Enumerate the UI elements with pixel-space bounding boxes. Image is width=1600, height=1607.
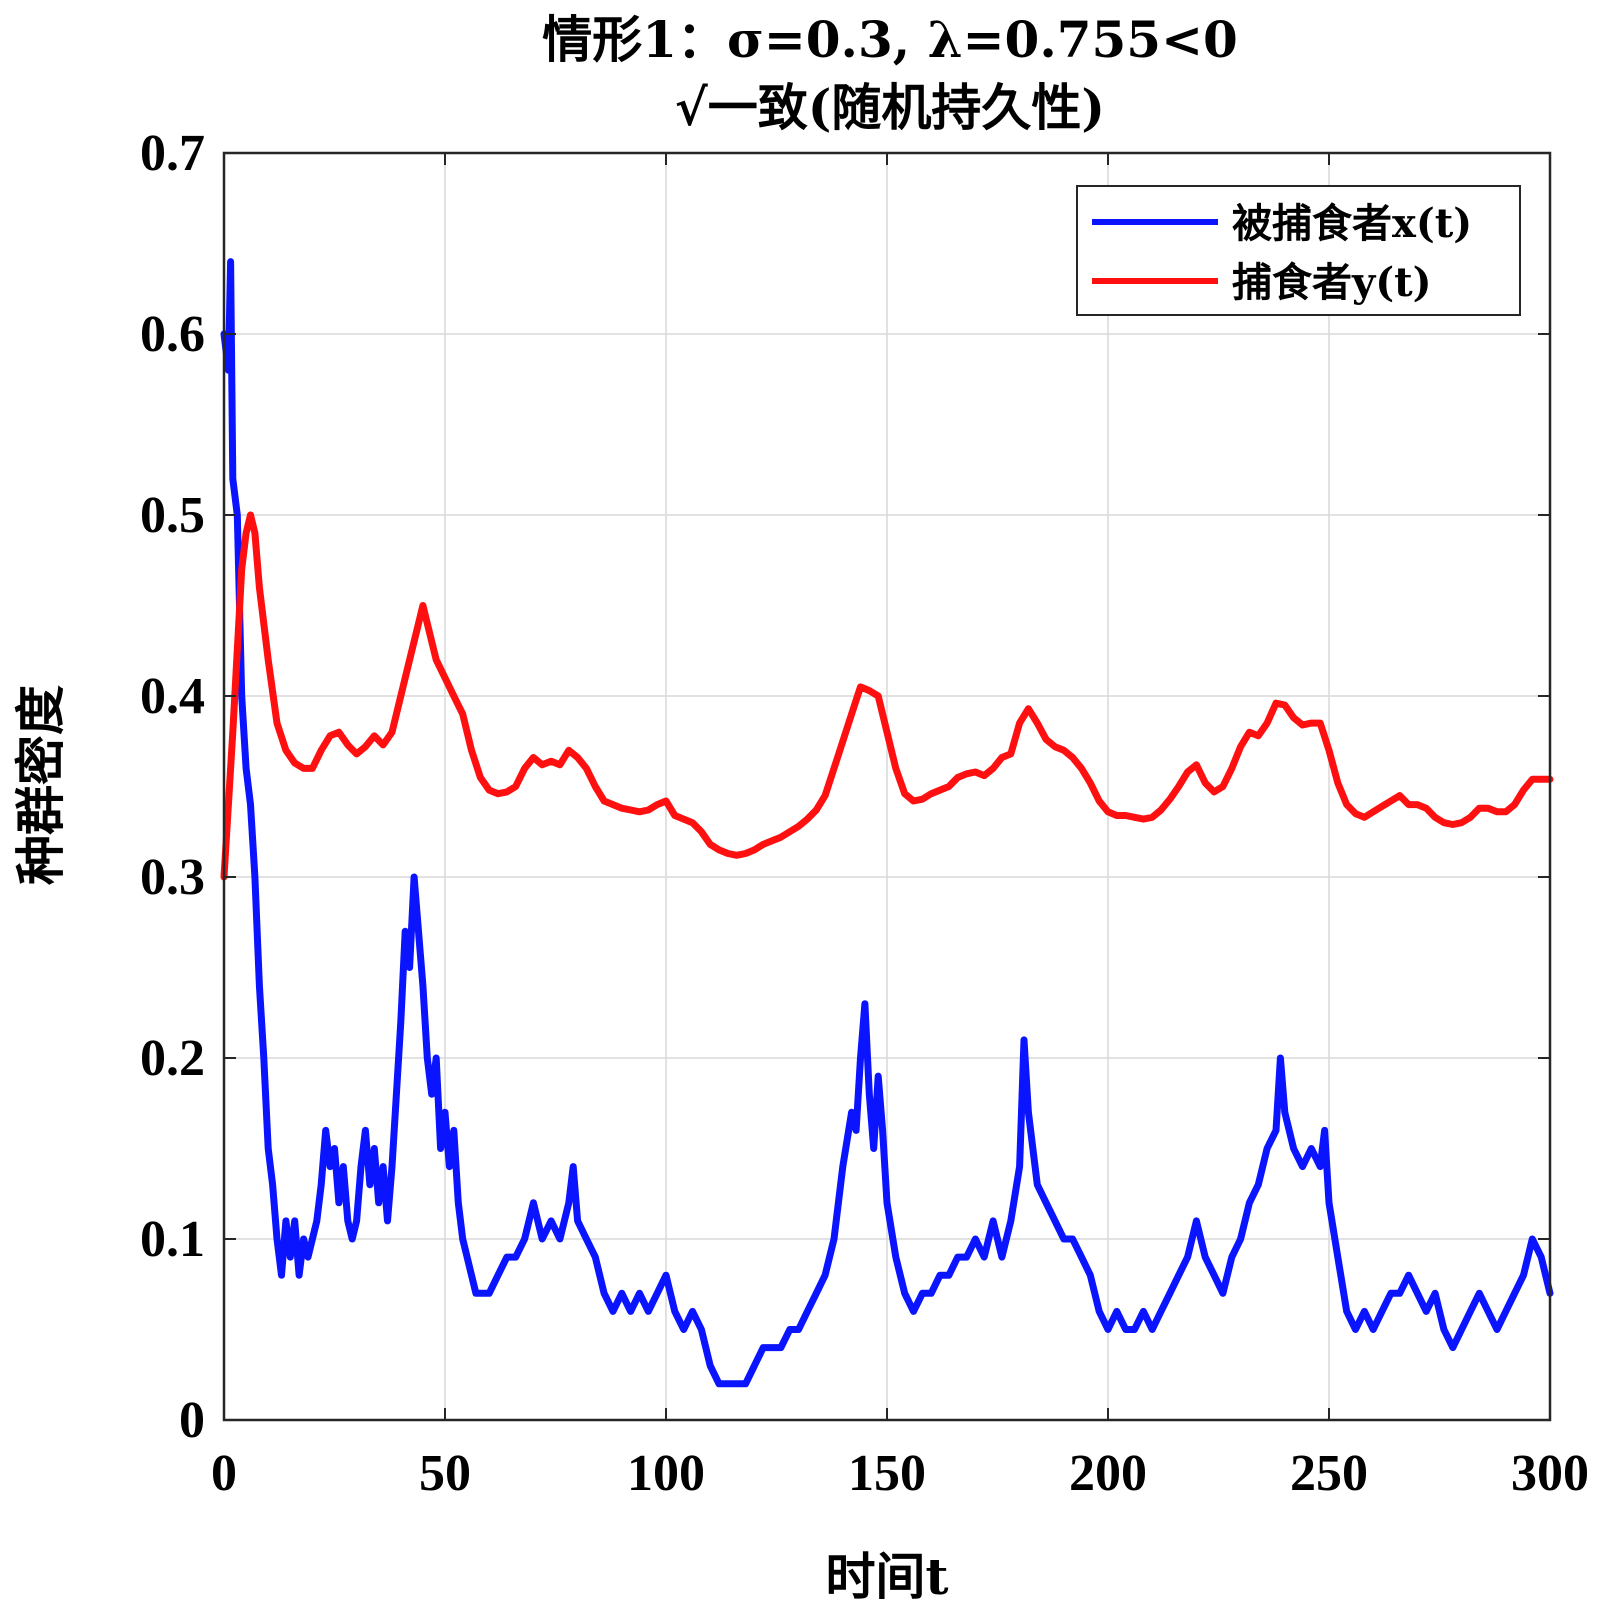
series-prey-line bbox=[220, 258, 1554, 1388]
x-tick-label: 200 bbox=[1069, 1445, 1147, 1502]
x-tick-label: 300 bbox=[1511, 1445, 1589, 1502]
y-tick-label: 0.7 bbox=[140, 125, 205, 182]
axis-ticks bbox=[223, 152, 1551, 1421]
chart-title-line-1: 情形1：σ=0.3, λ=0.755<0 bbox=[542, 10, 1238, 69]
y-tick-label: 0.4 bbox=[140, 668, 205, 725]
x-tick-label: 150 bbox=[848, 1445, 926, 1502]
x-tick-label: 0 bbox=[211, 1445, 237, 1502]
legend: 被捕食者x(t) 捕食者y(t) bbox=[1076, 185, 1521, 316]
y-tick-label: 0.3 bbox=[140, 849, 205, 906]
legend-box bbox=[1076, 185, 1521, 316]
x-axis-label: 时间t bbox=[825, 1547, 948, 1606]
y-tick-label: 0.1 bbox=[140, 1211, 205, 1268]
x-tick-label: 50 bbox=[419, 1445, 471, 1502]
y-axis-tick-labels: 0 0.1 0.2 0.3 0.4 0.5 0.6 0.7 bbox=[140, 125, 205, 1449]
y-tick-label: 0 bbox=[179, 1392, 205, 1449]
x-tick-label: 250 bbox=[1290, 1445, 1368, 1502]
y-tick-label: 0.5 bbox=[140, 487, 205, 544]
series-predator-line bbox=[220, 511, 1554, 881]
y-axis-label: 种群密度 bbox=[11, 685, 70, 885]
y-tick-label: 0.2 bbox=[140, 1030, 205, 1087]
legend-label-predator: 捕食者y(t) bbox=[1232, 259, 1432, 306]
y-tick-label: 0.6 bbox=[140, 306, 205, 363]
x-tick-label: 100 bbox=[627, 1445, 705, 1502]
chart-title-line-2: √一致(随机持久性) bbox=[675, 78, 1105, 137]
x-axis-tick-labels: 0 50 100 150 200 250 300 bbox=[211, 1445, 1589, 1502]
plot-area bbox=[220, 258, 1554, 1388]
legend-label-prey: 被捕食者x(t) bbox=[1232, 200, 1472, 247]
